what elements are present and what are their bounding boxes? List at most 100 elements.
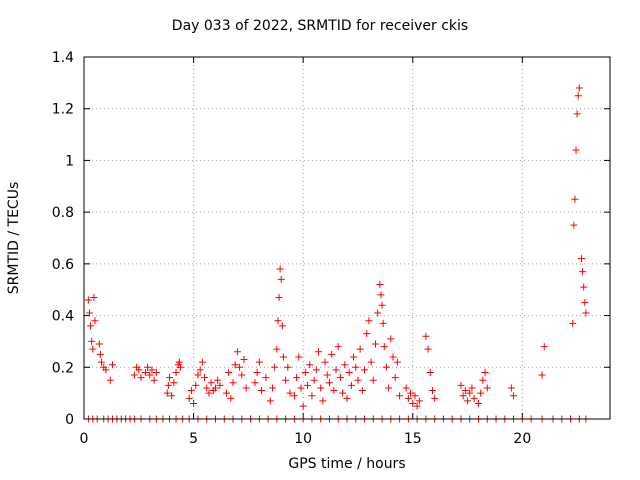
data-point xyxy=(293,374,301,382)
data-point xyxy=(231,361,239,369)
data-point xyxy=(572,146,580,154)
data-point xyxy=(579,268,587,276)
data-point xyxy=(222,389,230,397)
data-point xyxy=(170,379,178,387)
data-point xyxy=(389,353,397,361)
data-point xyxy=(382,363,390,371)
data-point xyxy=(365,317,373,325)
data-point xyxy=(371,340,379,348)
data-point xyxy=(339,389,347,397)
data-point xyxy=(225,368,233,376)
data-point xyxy=(428,387,436,395)
data-point xyxy=(393,358,401,366)
data-point xyxy=(277,275,285,283)
data-point xyxy=(396,392,404,400)
data-point xyxy=(255,358,263,366)
y-tick-label: 1.4 xyxy=(52,50,74,66)
data-point xyxy=(299,402,307,410)
data-point xyxy=(540,343,548,351)
data-point xyxy=(278,322,286,330)
data-point xyxy=(187,387,195,395)
data-point xyxy=(345,368,353,376)
data-point xyxy=(198,358,206,366)
data-point xyxy=(164,381,172,389)
data-point xyxy=(341,361,349,369)
data-point xyxy=(266,397,274,405)
data-point xyxy=(301,368,309,376)
data-point xyxy=(207,379,215,387)
data-point xyxy=(510,392,518,400)
data-point xyxy=(172,368,180,376)
data-point xyxy=(330,387,338,395)
data-point xyxy=(457,381,465,389)
data-point xyxy=(411,392,419,400)
data-point xyxy=(201,374,209,382)
data-point xyxy=(377,291,385,299)
data-point xyxy=(286,389,294,397)
data-point xyxy=(89,345,97,353)
data-point xyxy=(580,283,588,291)
data-point xyxy=(379,319,387,327)
data-point xyxy=(91,317,99,325)
data-point xyxy=(385,384,393,392)
data-point xyxy=(88,337,96,345)
data-point xyxy=(422,332,430,340)
data-point xyxy=(380,343,388,351)
data-point xyxy=(431,394,439,402)
x-tick-label: 10 xyxy=(294,431,312,447)
data-point xyxy=(325,379,333,387)
data-point xyxy=(205,389,213,397)
data-point xyxy=(507,384,515,392)
data-point xyxy=(227,394,235,402)
data-point xyxy=(319,397,327,405)
data-point xyxy=(268,384,276,392)
data-point xyxy=(426,368,434,376)
data-point xyxy=(367,358,375,366)
data-point xyxy=(404,394,412,402)
data-point xyxy=(424,345,432,353)
data-point xyxy=(144,363,152,371)
y-tick-label: 1.2 xyxy=(52,102,74,118)
data-point xyxy=(273,345,281,353)
y-tick-label: 1 xyxy=(65,153,74,169)
data-point xyxy=(262,374,270,382)
data-point xyxy=(276,265,284,273)
data-point xyxy=(315,348,323,356)
x-tick-label: 0 xyxy=(80,431,89,447)
data-point xyxy=(374,309,382,317)
data-point xyxy=(214,376,222,384)
data-point xyxy=(334,343,342,351)
data-point xyxy=(297,384,305,392)
data-point xyxy=(407,389,415,397)
data-point xyxy=(336,374,344,382)
data-point xyxy=(413,402,421,410)
data-point xyxy=(240,356,248,364)
data-point xyxy=(137,374,145,382)
data-point xyxy=(347,381,355,389)
data-point xyxy=(175,358,183,366)
data-point xyxy=(236,363,244,371)
data-point xyxy=(464,397,472,405)
data-point xyxy=(190,399,198,407)
data-point xyxy=(196,366,204,374)
data-point xyxy=(356,345,364,353)
data-point xyxy=(461,387,469,395)
y-tick-label: 0.2 xyxy=(52,360,74,376)
data-point xyxy=(575,84,583,92)
data-point xyxy=(295,353,303,361)
data-point xyxy=(312,366,320,374)
data-point xyxy=(358,387,366,395)
data-point xyxy=(538,371,546,379)
data-point xyxy=(481,368,489,376)
data-point xyxy=(192,381,200,389)
data-point xyxy=(253,368,261,376)
data-point xyxy=(102,366,110,374)
data-point xyxy=(284,363,292,371)
data-point xyxy=(387,335,395,343)
data-point xyxy=(148,366,156,374)
data-point xyxy=(84,296,92,304)
data-point xyxy=(130,371,138,379)
data-point xyxy=(141,368,149,376)
data-point xyxy=(176,363,184,371)
